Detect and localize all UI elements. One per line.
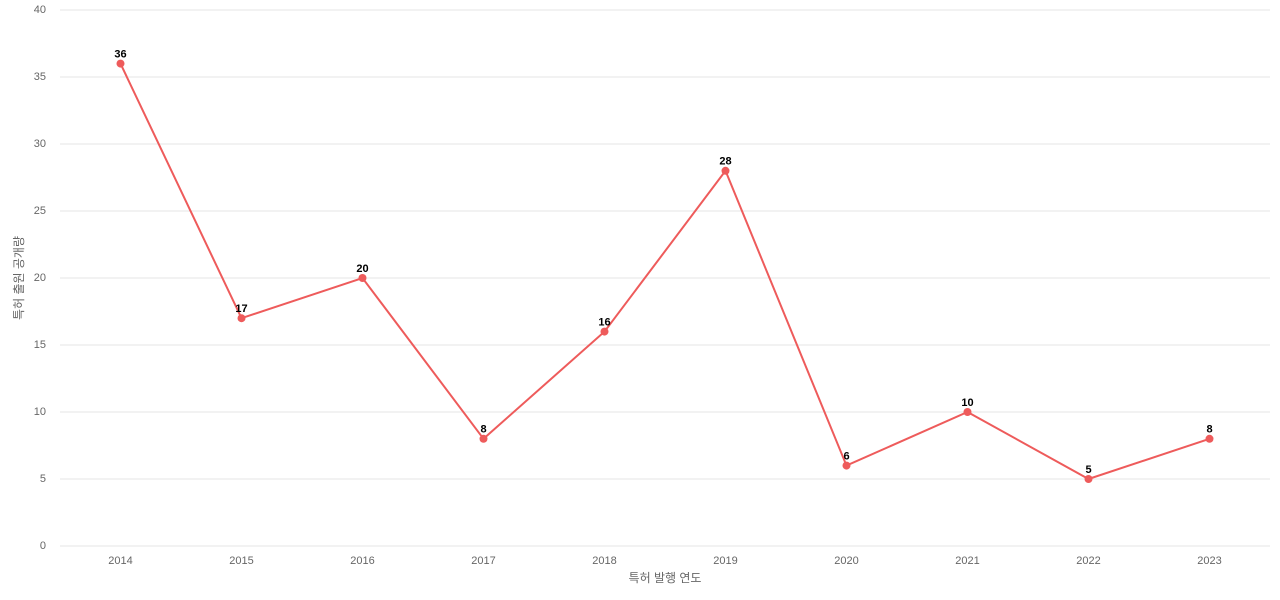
y-tick-label: 25 [34, 205, 46, 217]
point [1084, 475, 1093, 483]
data-label: 8 [480, 424, 486, 436]
y-tick-label: 40 [34, 4, 46, 16]
data-label: 36 [114, 49, 126, 61]
point [963, 408, 972, 416]
x-tick-label: 2017 [471, 555, 495, 567]
point [479, 434, 488, 443]
y-tick-label: 20 [34, 272, 46, 284]
y-tick-label: 0 [40, 540, 46, 552]
y-tick-label: 10 [34, 406, 46, 418]
x-axis-title: 특허 발행 연도 [629, 570, 702, 585]
x-tick-label: 2020 [834, 555, 858, 567]
x-tick-label: 2022 [1076, 555, 1100, 567]
point [600, 327, 609, 336]
data-label: 6 [843, 451, 849, 463]
x-tick-label: 2023 [1197, 555, 1221, 567]
y-tick-label: 30 [34, 138, 46, 150]
data-label: 16 [598, 317, 610, 329]
y-axis-title: 특허 출원 공개량 [12, 236, 26, 320]
data-label: 10 [961, 397, 973, 409]
x-tick-label: 2019 [713, 555, 737, 567]
data-label: 17 [235, 303, 247, 315]
point [237, 314, 246, 323]
point [116, 59, 125, 68]
point [358, 274, 367, 282]
x-tick-label: 2014 [108, 555, 132, 567]
x-tick-label: 2015 [229, 555, 253, 567]
data-label: 8 [1206, 424, 1212, 436]
data-label: 20 [356, 263, 368, 275]
point [1205, 434, 1214, 443]
point [842, 461, 851, 470]
x-tick-label: 2021 [955, 555, 979, 567]
line [119, 63, 1210, 481]
x-tick-label: 2018 [592, 555, 616, 567]
data-label: 5 [1085, 464, 1091, 476]
y-tick-label: 15 [34, 339, 46, 351]
y-tick-label: 35 [34, 71, 46, 83]
y-tick-label: 5 [40, 473, 46, 485]
x-tick-label: 2016 [350, 555, 374, 567]
point [721, 166, 730, 175]
data-label: 28 [719, 156, 731, 168]
